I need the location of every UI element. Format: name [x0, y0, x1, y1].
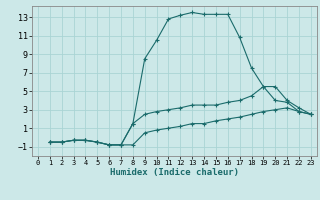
X-axis label: Humidex (Indice chaleur): Humidex (Indice chaleur) [110, 168, 239, 177]
